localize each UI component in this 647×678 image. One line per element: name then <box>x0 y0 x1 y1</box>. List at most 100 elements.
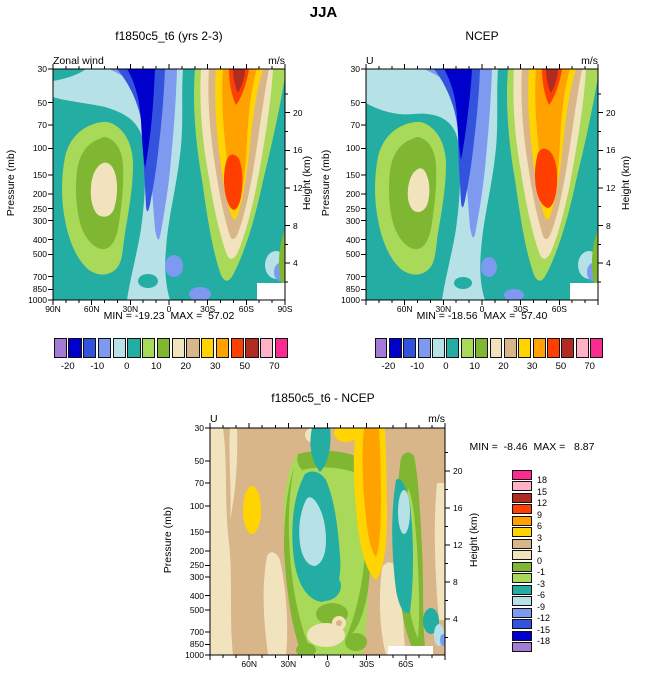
colorbar-cell <box>186 338 200 358</box>
ncep-pressure-axis-title: Pressure (mb) <box>320 149 332 217</box>
tick-label: 850 <box>189 639 204 650</box>
tick-label: 10 <box>469 361 480 372</box>
tick-label: 400 <box>189 590 204 601</box>
colorbar-cell <box>512 607 532 618</box>
tick-label: 70 <box>584 361 595 372</box>
ncep-units-label: m/s <box>581 55 598 67</box>
tick-label: 150 <box>189 527 204 538</box>
tick-label: 1000 <box>185 650 204 660</box>
colorbar-cell <box>460 338 474 358</box>
colorbar-cell <box>171 338 185 358</box>
tick-label: 200 <box>32 188 47 199</box>
model-field-label: Zonal wind <box>53 55 104 67</box>
tick-label: 16 <box>453 502 463 513</box>
colorbar-cell <box>201 338 215 358</box>
tick-label: 30 <box>526 361 538 372</box>
tick-label: 18 <box>537 475 548 485</box>
tick-label: 4 <box>453 613 458 624</box>
tick-label: 60N <box>396 304 413 314</box>
colorbar-cell <box>512 538 532 549</box>
tick-label: 30 <box>209 361 221 372</box>
tick-label: -6 <box>537 590 546 600</box>
tick-label: 700 <box>189 626 204 637</box>
tick-label: 20 <box>293 107 303 118</box>
colorbar-cell <box>446 338 460 358</box>
tick-label: -9 <box>537 601 546 612</box>
tick-label: 200 <box>189 545 204 556</box>
colorbar-cell <box>512 584 532 595</box>
model-minmax-annotation: MIN = -19.23 MAX = 57.02 <box>103 310 235 322</box>
tick-label: 10 <box>150 361 162 372</box>
tick-label: 30 <box>350 64 360 74</box>
colorbar-cell <box>475 338 488 358</box>
tick-label: 100 <box>32 143 47 154</box>
colorbar-cell <box>518 338 532 358</box>
tick-label: 12 <box>537 498 548 508</box>
colorbar-cell <box>97 338 111 358</box>
colorbar-cell <box>53 338 67 358</box>
colorbar-cell <box>403 338 417 358</box>
tick-label: 3 <box>537 532 543 543</box>
tick-label: 30N <box>122 304 139 314</box>
tick-label: 1000 <box>341 295 360 305</box>
tick-label: 60N <box>83 304 100 314</box>
tick-label: 500 <box>189 605 204 616</box>
ncep-minmax-annotation: MIN = -18.56 MAX = 57.40 <box>416 310 548 322</box>
colorbar-cell <box>260 338 274 358</box>
tick-label: -20 <box>60 361 75 372</box>
tick-label: 30N <box>435 304 452 314</box>
tick-label: 8 <box>293 220 298 231</box>
tick-label: -3 <box>537 578 546 589</box>
tick-label: 60S <box>551 304 567 314</box>
diff-contour-field <box>210 428 445 655</box>
tick-label: 4 <box>606 258 611 269</box>
colorbar-cell <box>512 642 532 652</box>
tick-label: 500 <box>32 249 47 260</box>
tick-label: 12 <box>453 539 463 550</box>
tick-label: 700 <box>345 271 360 282</box>
colorbar-cell <box>512 550 532 560</box>
tick-label: 50 <box>555 361 567 372</box>
tick-label: 300 <box>189 572 204 583</box>
tick-label: 0 <box>166 304 172 314</box>
colorbar-cell <box>503 338 517 358</box>
tick-label: 8 <box>606 220 611 231</box>
tick-label: 30S <box>200 304 216 314</box>
tick-label: 0 <box>537 555 543 566</box>
colorbar-cell <box>512 492 532 503</box>
figure-title: JJA <box>309 4 338 21</box>
colorbar-cell <box>512 515 532 526</box>
colorbar-cell <box>142 338 156 358</box>
colorbar-cell <box>245 338 259 358</box>
tick-label: 30S <box>513 304 529 314</box>
diff-units-label: m/s <box>428 413 445 425</box>
colorbar-cell <box>274 338 288 358</box>
colorbar-cell <box>512 469 532 480</box>
tick-label: 100 <box>345 143 360 154</box>
ncep-field-label: U <box>366 55 374 67</box>
colorbar-cell <box>156 338 170 358</box>
tick-label: 6 <box>537 521 543 531</box>
tick-label: 60S <box>398 659 414 669</box>
colorbar-cell <box>512 619 532 629</box>
panel-ncep-title: NCEP <box>465 29 499 43</box>
colorbar-cell <box>512 481 532 491</box>
tick-label: 0 <box>443 361 449 372</box>
tick-label: 12 <box>293 182 303 193</box>
colorbar-cell <box>547 338 560 358</box>
model-units-label: m/s <box>268 55 285 67</box>
tick-label: 0 <box>124 361 130 372</box>
tick-label: -12 <box>537 613 551 623</box>
model-contour-plot <box>48 64 290 305</box>
tick-label: 16 <box>606 145 616 156</box>
colorbar-cell <box>512 573 532 583</box>
tick-label: 0 <box>479 304 485 314</box>
tick-label: 300 <box>345 215 360 226</box>
tick-label: 850 <box>345 284 360 295</box>
tick-label: 15 <box>537 486 548 497</box>
colorbar-cell <box>489 338 503 358</box>
tick-label: 30S <box>359 659 375 669</box>
tick-label: -20 <box>381 361 396 372</box>
tick-label: 70 <box>194 477 204 488</box>
tick-label: 70 <box>37 119 47 130</box>
